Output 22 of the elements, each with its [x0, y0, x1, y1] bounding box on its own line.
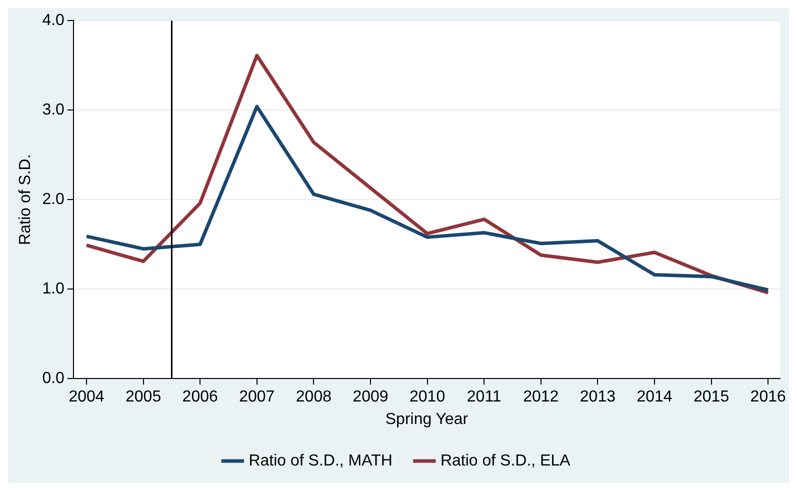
x-tick-label: 2012: [523, 388, 559, 406]
y-tick-label: 2.0: [42, 191, 65, 208]
x-axis-title: Spring Year: [385, 410, 469, 428]
y-tick-label: 4.0: [42, 12, 65, 30]
x-tick-label: 2006: [182, 388, 218, 406]
y-tick-label: 0.0: [42, 370, 65, 388]
x-tick-label: 2009: [352, 388, 388, 406]
x-tick-label: 2013: [580, 388, 616, 406]
x-tick-label: 2008: [296, 388, 332, 406]
x-tick-label: 2005: [126, 388, 162, 406]
x-tick-label: 2007: [239, 388, 275, 406]
x-tick-label: 2016: [750, 388, 786, 406]
x-tick-label: 2004: [68, 388, 104, 406]
y-axis-title: Ratio of S.D.: [17, 154, 34, 245]
legend-label: Ratio of S.D., MATH: [248, 452, 392, 470]
x-tick-label: 2014: [636, 388, 672, 406]
y-tick-label: 3.0: [42, 102, 65, 119]
x-tick-label: 2011: [466, 388, 502, 406]
legend-label: Ratio of S.D., ELA: [440, 452, 571, 470]
y-tick-label: 1.0: [42, 280, 65, 298]
x-tick-label: 2010: [410, 388, 446, 406]
x-tick-label: 2015: [694, 388, 730, 406]
